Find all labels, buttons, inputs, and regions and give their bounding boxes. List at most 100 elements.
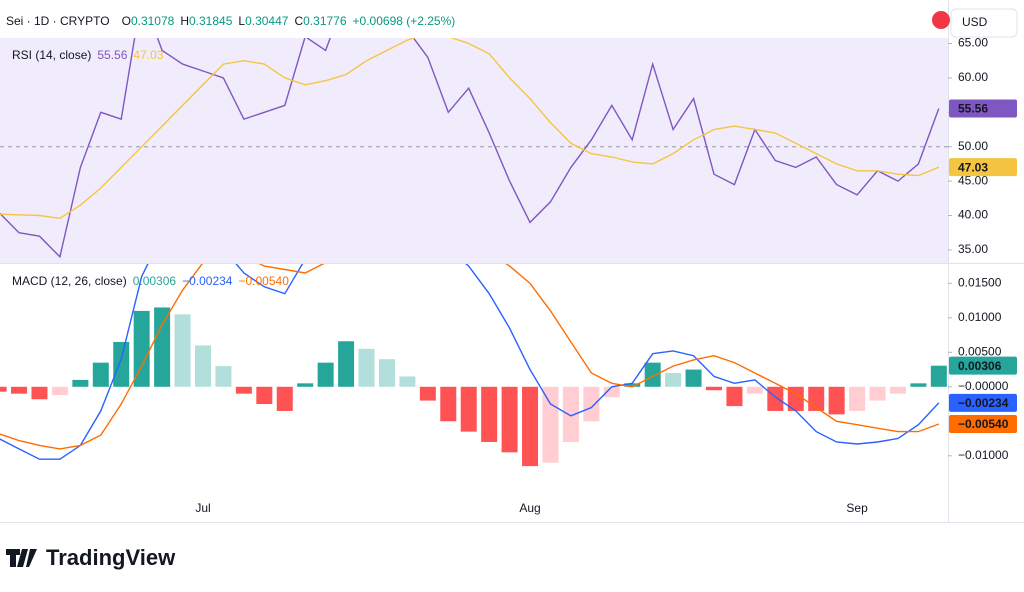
histogram-bar xyxy=(31,386,48,400)
histogram-bar xyxy=(235,386,252,394)
histogram-bar xyxy=(276,386,293,411)
y-tick-label: −0.01000 xyxy=(958,448,1009,462)
histogram-bar xyxy=(665,372,682,387)
histogram-bar xyxy=(11,386,28,394)
y-tick-label: 0.01000 xyxy=(958,310,1002,324)
logo-mark xyxy=(6,549,37,567)
y-tick-label: 0.01500 xyxy=(958,275,1002,289)
price-badge xyxy=(949,99,1017,118)
histogram-bar xyxy=(195,345,211,387)
ohlc-value: 0.31776 xyxy=(303,14,347,28)
ohlc-value: 0.31078 xyxy=(131,14,175,28)
ohlc-key: H xyxy=(180,14,189,28)
price-badge xyxy=(949,393,1017,412)
histogram-bar xyxy=(542,386,559,463)
y-tick-label: 0.00500 xyxy=(958,344,1002,358)
histogram-bar xyxy=(685,369,702,387)
histogram-bar xyxy=(644,362,661,387)
histogram-bar xyxy=(419,386,436,401)
histogram-bar xyxy=(0,386,7,392)
price-badge-label: 0.00306 xyxy=(958,359,1002,373)
legend: RSI (14, close) 55.56 47.03 xyxy=(12,48,164,62)
line xyxy=(0,38,940,220)
rsi-pane xyxy=(0,38,948,263)
histogram-bar xyxy=(522,386,539,467)
histogram-bar xyxy=(930,365,947,387)
histogram-bar xyxy=(440,386,457,422)
legend-title: MACD (12, 26, close) xyxy=(12,274,127,288)
pane-plot xyxy=(0,264,947,467)
histogram-bar xyxy=(726,386,743,407)
legend-title: RSI (14, close) xyxy=(12,48,91,62)
header: Sei · 1D · CRYPTO O0.31078 H0.31845 L0.3044… xyxy=(0,8,510,36)
line xyxy=(0,264,940,460)
histogram-bar xyxy=(869,386,886,401)
histogram-bar xyxy=(92,362,109,387)
histogram-bar xyxy=(603,386,620,398)
histogram-bar xyxy=(133,310,150,387)
brand: TradingView xyxy=(46,545,176,570)
x-tick-label: Jul xyxy=(195,501,210,515)
histogram-bar xyxy=(297,383,314,387)
ohlc-key: L xyxy=(238,14,245,28)
legend-value: −0.00234 xyxy=(182,274,233,288)
legend-value: −0.00540 xyxy=(238,274,289,288)
ohlc-key: C xyxy=(294,14,303,28)
y-tick-label: 60.00 xyxy=(958,70,988,84)
histogram-bar xyxy=(583,386,600,422)
histogram-bar xyxy=(174,314,191,387)
line xyxy=(0,38,940,259)
price-badge xyxy=(949,158,1017,177)
price-badge-label: −0.00234 xyxy=(958,396,1009,410)
header-bg xyxy=(0,8,510,36)
histogram-bar xyxy=(849,386,866,411)
y-tick-label: −0.00000 xyxy=(958,379,1009,393)
y-tick-label: 35.00 xyxy=(958,242,988,256)
price-badge-label: 55.56 xyxy=(958,102,988,116)
logo: TradingView xyxy=(6,545,176,570)
ohlc-value: 0.31845 xyxy=(189,14,233,28)
y-tick-label: 50.00 xyxy=(958,139,988,153)
icon xyxy=(932,11,950,29)
price-badge-label: 47.03 xyxy=(958,160,988,174)
histogram-bar xyxy=(910,383,927,387)
legend: MACD (12, 26, close) 0.00306 −0.00234 −0.00… xyxy=(12,274,289,288)
histogram-bar xyxy=(460,386,477,432)
histogram-bar xyxy=(215,366,232,387)
histogram-bar xyxy=(828,386,845,415)
histogram-bar xyxy=(154,307,171,387)
plot-layer xyxy=(0,38,948,467)
histogram-bar xyxy=(767,386,784,411)
histogram-bar xyxy=(746,386,763,394)
ohlc-key: O xyxy=(122,14,131,28)
x-tick-label: Aug xyxy=(519,501,540,515)
ohlc-value: 0.30447 xyxy=(245,14,289,28)
histogram-bar xyxy=(562,386,579,442)
histogram-bar xyxy=(481,386,498,442)
line xyxy=(0,264,940,450)
histogram-bar xyxy=(256,386,273,405)
change: +0.00698 (+2.25%) xyxy=(353,14,456,28)
histogram-bar xyxy=(889,386,906,394)
currency[interactable]: USD xyxy=(962,15,988,29)
price-badge xyxy=(949,356,1017,375)
histogram-bar xyxy=(113,341,130,387)
y-tick-label: 40.00 xyxy=(958,208,988,222)
histogram-bar xyxy=(624,383,641,387)
histogram-bar xyxy=(338,341,355,387)
legend-value: 47.03 xyxy=(133,48,163,62)
histogram-bar xyxy=(399,376,416,387)
histogram-bar xyxy=(706,386,722,391)
symbol: Sei · 1D · CRYPTO xyxy=(6,14,110,28)
y-tick-label: 45.00 xyxy=(958,173,988,187)
histogram-bar xyxy=(501,386,518,453)
header-text: Sei · 1D · CRYPTO O0.31078 H0.31845 L0.3044… xyxy=(6,14,455,28)
currency-button[interactable] xyxy=(950,8,1018,38)
histogram-bar xyxy=(72,379,89,387)
histogram-bar xyxy=(787,386,804,411)
histogram-bar xyxy=(51,386,68,396)
histogram-bar xyxy=(317,362,334,387)
price-badge-label: −0.00540 xyxy=(958,417,1009,431)
y-tick-label: 65.00 xyxy=(958,36,988,50)
